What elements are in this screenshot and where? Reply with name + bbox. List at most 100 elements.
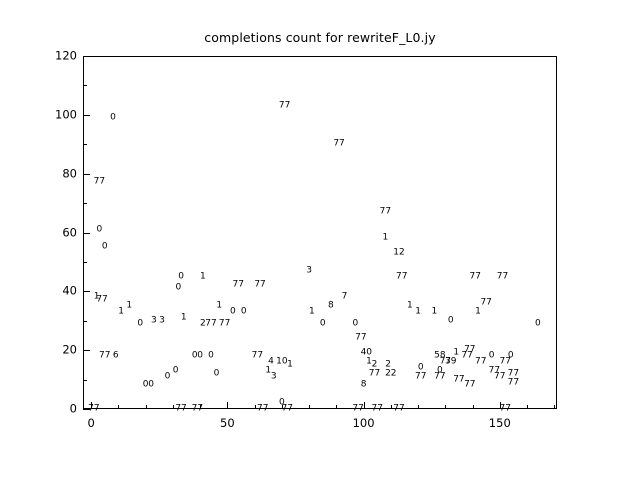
data-point-label: 0 xyxy=(137,318,144,329)
data-point-label: 77 xyxy=(499,356,511,367)
data-point-label: 0 xyxy=(213,368,220,379)
data-point-label: 77 xyxy=(395,271,408,282)
data-point-label: 77 xyxy=(464,379,476,390)
data-point-label: 77 xyxy=(254,279,266,290)
data-point-label: 12 xyxy=(393,247,405,258)
data-point-label: 0 xyxy=(191,350,198,361)
data-point-label: 1 xyxy=(180,312,187,323)
data-point-label: 1 xyxy=(382,232,389,243)
x-tick-minor xyxy=(172,405,174,409)
data-point-label: 0 xyxy=(164,371,171,382)
data-point-label: 77 xyxy=(281,403,294,414)
y-tick-major xyxy=(83,409,90,410)
data-point-label: 0 xyxy=(229,306,236,317)
y-tick-label: 20 xyxy=(62,342,77,357)
x-tick-label: 0 xyxy=(87,416,95,430)
x-tick-minor xyxy=(445,405,447,409)
data-point-label: 0 xyxy=(178,271,184,282)
data-point-label: 0 xyxy=(507,350,514,361)
x-tick-major xyxy=(91,402,93,409)
data-point-label: 77 xyxy=(99,350,111,361)
y-tick-label: 100 xyxy=(55,107,77,122)
data-point-label: 1 xyxy=(453,347,460,358)
y-tick-minor xyxy=(83,144,87,146)
data-point-label: 39 xyxy=(445,356,457,367)
data-point-label: 77 xyxy=(333,138,345,149)
x-tick-minor xyxy=(527,405,529,409)
data-point-label: 22 xyxy=(385,368,397,379)
data-point-label: 0 xyxy=(197,350,203,361)
data-point-label: 77 xyxy=(175,403,187,414)
y-tick-major xyxy=(83,232,90,234)
data-point-label: 0 xyxy=(110,112,116,123)
x-axis-tick-labels: 0 50 100 150 xyxy=(83,416,557,438)
data-point-label: 3 xyxy=(270,371,277,382)
data-point-label: 0 xyxy=(436,365,443,376)
data-point-label: 77 xyxy=(461,350,473,361)
data-point-label: 1 xyxy=(431,306,438,317)
x-tick-label: 50 xyxy=(220,416,235,430)
data-point-label: 0 xyxy=(142,379,149,390)
data-point-label: 3 xyxy=(306,265,312,276)
data-point-label: 0 xyxy=(352,318,359,329)
y-axis-ticks xyxy=(83,56,557,410)
data-point-label: 77 xyxy=(191,403,204,414)
x-tick-major xyxy=(227,402,229,409)
x-tick-minor xyxy=(554,405,556,409)
y-tick-label: 80 xyxy=(62,165,77,180)
data-point-label: 1 xyxy=(93,291,100,302)
data-point-label: 77 xyxy=(88,403,100,414)
x-tick-major xyxy=(499,402,501,409)
data-point-label: 77 xyxy=(439,356,452,367)
data-point-label: 0 xyxy=(417,362,424,373)
data-point-label: 0 xyxy=(101,241,108,252)
data-point-label: 2 xyxy=(385,359,391,370)
x-tick-minor xyxy=(145,405,147,409)
data-point-label: 10 xyxy=(276,356,288,367)
data-point-label: 1 xyxy=(366,356,372,367)
data-point-label: 8 xyxy=(360,379,367,390)
data-point-label: 77 xyxy=(474,356,487,367)
data-point-label: 77 xyxy=(499,403,511,414)
y-tick-label: 40 xyxy=(62,283,77,298)
data-point-label: 77 xyxy=(453,374,465,385)
y-tick-major xyxy=(83,173,90,175)
data-point-label: 0 xyxy=(96,224,103,235)
y-tick-minor xyxy=(83,261,87,263)
y-tick-minor xyxy=(83,85,87,87)
data-point-label: 77 xyxy=(251,350,264,361)
x-tick-minor xyxy=(281,405,283,409)
data-point-label: 1 xyxy=(475,306,481,317)
data-point-label: 77 xyxy=(352,403,364,414)
y-tick-label: 0 xyxy=(69,401,77,416)
data-point-label: 8 xyxy=(328,300,334,311)
y-tick-major xyxy=(83,56,90,57)
data-point-label: 0 xyxy=(535,318,541,329)
data-point-label: 77 xyxy=(415,371,427,382)
y-tick-label: 60 xyxy=(62,224,77,239)
y-tick-minor xyxy=(83,379,87,381)
y-tick-minor xyxy=(83,320,87,322)
data-point-label: 0 xyxy=(208,350,214,361)
y-tick-major xyxy=(83,291,90,293)
data-point-label: 77 xyxy=(205,318,217,329)
data-point-label: 77 xyxy=(355,332,367,343)
data-point-label: 77 xyxy=(494,371,506,382)
data-point-label: 0 xyxy=(319,318,326,329)
chart-title: completions count for rewriteF_L0.jy xyxy=(204,30,436,45)
x-tick-major xyxy=(363,402,365,409)
data-point-label: 0 xyxy=(488,350,495,361)
y-tick-label: 120 xyxy=(55,48,77,63)
y-axis-tick-labels: 0 20 40 60 80 100 120 xyxy=(33,50,77,414)
data-point-label: 40 xyxy=(360,347,373,358)
x-tick-minor xyxy=(418,405,420,409)
data-point-label: 0 xyxy=(447,315,454,326)
y-tick-major xyxy=(83,350,90,352)
x-axis-ticks xyxy=(83,56,557,409)
x-tick-minor xyxy=(336,405,338,409)
data-point-label: 1 xyxy=(199,271,206,282)
data-point-label: 0 xyxy=(175,282,182,293)
data-point-label: 77 xyxy=(257,403,269,414)
data-point-label: 0 xyxy=(278,397,285,408)
x-tick-label: 100 xyxy=(352,416,375,430)
